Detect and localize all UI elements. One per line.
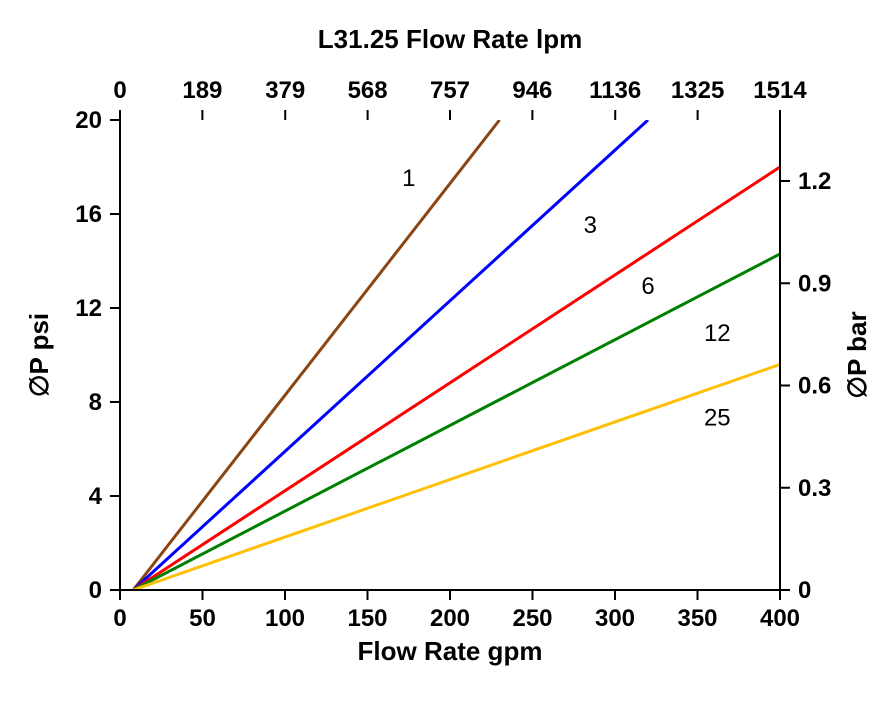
x-top-tick-label: 757 [430,77,470,104]
x-top-tick-label: 1514 [753,77,807,104]
x-top-tick-label: 379 [265,77,305,104]
chart-background [0,0,886,702]
y-right-tick-label: 0 [798,577,811,604]
x-bottom-tick-label: 350 [677,605,717,632]
series-label-12: 12 [704,320,731,347]
x-top-tick-label: 1136 [589,77,641,104]
x-bottom-tick-label: 300 [595,605,635,632]
y-right-tick-label: 0.3 [798,475,831,502]
y-left-tick-label: 20 [75,107,102,134]
series-label-3: 3 [584,212,597,239]
flow-rate-chart: 050100150200250300350400Flow Rate gpm018… [0,0,886,702]
y-left-tick-label: 4 [89,483,103,510]
x-bottom-axis-title: Flow Rate gpm [358,636,543,666]
series-label-1: 1 [402,165,415,192]
series-label-25: 25 [704,405,731,432]
y-left-tick-label: 16 [75,201,102,228]
chart-title-top: L31.25 Flow Rate lpm [318,24,582,54]
chart-container: 050100150200250300350400Flow Rate gpm018… [0,0,886,702]
y-right-tick-label: 0.9 [798,270,831,297]
y-left-tick-label: 0 [89,577,102,604]
x-top-tick-label: 946 [512,77,552,104]
y-left-tick-label: 8 [89,389,102,416]
y-right-tick-label: 1.2 [798,168,831,195]
x-top-tick-label: 189 [182,77,222,104]
x-top-tick-label: 0 [113,77,126,104]
series-label-6: 6 [641,273,654,300]
x-top-tick-label: 568 [348,77,388,104]
x-bottom-tick-label: 50 [189,605,216,632]
x-bottom-tick-label: 400 [760,605,800,632]
x-bottom-tick-label: 100 [265,605,305,632]
y-left-axis-title: ∅P psi [24,313,54,397]
x-bottom-tick-label: 200 [430,605,470,632]
y-right-axis-title: ∅P bar [842,311,872,398]
x-bottom-tick-label: 250 [512,605,552,632]
x-bottom-tick-label: 0 [113,605,126,632]
x-top-tick-label: 1325 [671,77,724,104]
y-right-tick-label: 0.6 [798,373,831,400]
y-left-tick-label: 12 [75,295,102,322]
x-bottom-tick-label: 150 [347,605,387,632]
